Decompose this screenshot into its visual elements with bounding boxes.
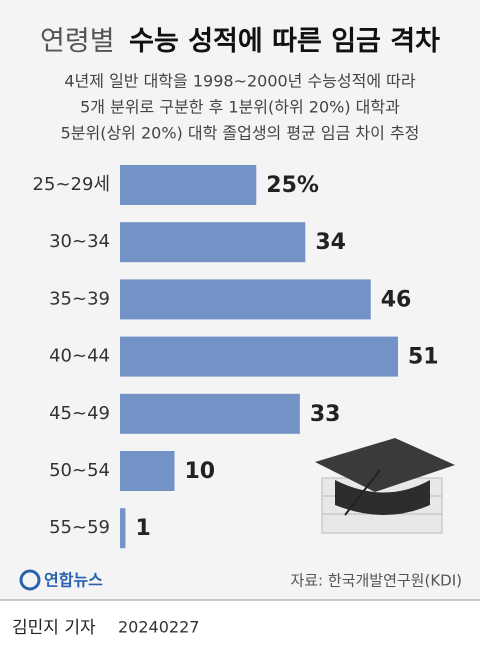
category-label: 40~44 <box>49 346 110 367</box>
bar <box>120 451 175 491</box>
tassel <box>344 469 381 516</box>
bar <box>120 222 306 263</box>
footer-background <box>0 600 480 653</box>
title-light: 연령별 <box>40 26 115 57</box>
value-label: 10 <box>185 459 216 484</box>
date: 20240227 <box>118 618 199 637</box>
value-label: 34 <box>315 230 346 255</box>
category-label: 35~39 <box>49 288 110 309</box>
value-label: 25% <box>266 173 319 198</box>
category-label: 50~54 <box>49 460 110 481</box>
bar <box>120 165 257 205</box>
value-label: 46 <box>381 287 412 312</box>
bar <box>120 336 398 377</box>
category-label: 25~29세 <box>33 174 110 195</box>
logo-icon <box>19 569 41 591</box>
bar <box>120 508 126 549</box>
subtitle: 5개 분위로 구분한 후 1분위(하위 20%) 대학과 <box>80 98 400 117</box>
value-label: 33 <box>310 402 341 427</box>
cap-top <box>315 438 455 492</box>
cap-base <box>335 480 430 515</box>
value-label: 51 <box>408 345 439 370</box>
byline: 김민지 기자 <box>12 618 96 638</box>
bar <box>120 279 371 320</box>
graduation-illustration <box>315 438 455 534</box>
subtitle: 5분위(상위 20%) 대학 졸업생의 평균 임금 차이 추정 <box>61 124 420 143</box>
logo: 연합뉴스 <box>44 571 103 590</box>
category-label: 30~34 <box>49 231 110 252</box>
category-label: 45~49 <box>49 403 110 424</box>
source: 자료: 한국개발연구원(KDI) <box>290 572 462 590</box>
category-label: 55~59 <box>49 517 110 538</box>
title-bold: 수능 성적에 따른 임금 격차 <box>129 26 440 57</box>
bar <box>120 393 300 434</box>
value-label: 1 <box>135 516 150 541</box>
chart-title: 연령별 수능 성적에 따른 임금 격차 <box>40 26 440 57</box>
subtitle: 4년제 일반 대학을 1998~2000년 수능성적에 따라 <box>64 72 416 91</box>
